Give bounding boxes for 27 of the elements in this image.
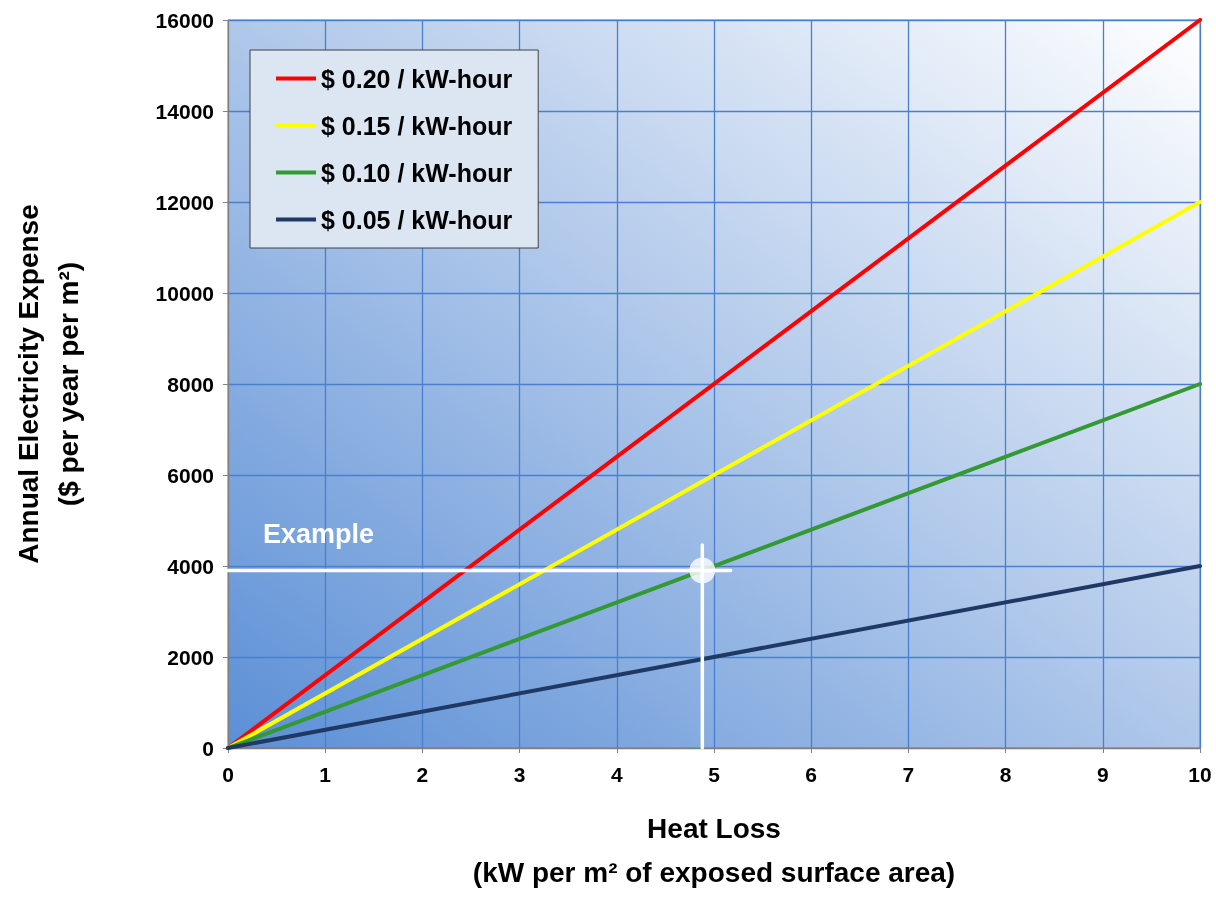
y-tick-label: 4000 — [167, 554, 214, 578]
y-tick-label: 0 — [202, 736, 214, 760]
y-tick-label: 16000 — [155, 8, 214, 32]
x-tick-label: 3 — [513, 763, 526, 786]
x-tick-label: 1 — [319, 763, 332, 786]
y-tick-label: 10000 — [155, 281, 214, 305]
x-tick-label: 9 — [1096, 763, 1109, 786]
x-axis-title: Heat Loss (kW per m² of exposed surface area) — [472, 812, 956, 888]
legend-label: $ 0.20 / kW-hour — [321, 64, 513, 93]
x-tick-label: 2 — [416, 763, 429, 786]
legend-label: $ 0.15 / kW-hour — [321, 111, 513, 140]
x-tick-label: 4 — [610, 763, 623, 786]
legend-label: $ 0.05 / kW-hour — [321, 205, 513, 234]
x-tick-label: 8 — [999, 763, 1012, 786]
y-tick-label: 12000 — [155, 190, 214, 214]
x-tick-label: 10 — [1188, 763, 1212, 786]
legend-label: $ 0.10 / kW-hour — [321, 158, 513, 187]
y-tick-label: 8000 — [167, 372, 214, 396]
y-tick-label: 14000 — [155, 99, 214, 123]
annotation: Example — [263, 518, 375, 549]
y-tick-label: 2000 — [167, 645, 214, 669]
x-tick-label: 0 — [222, 763, 234, 786]
y-tick-label: 6000 — [167, 463, 214, 487]
x-tick-label: 5 — [708, 763, 721, 786]
x-tick-label: 6 — [805, 763, 818, 786]
y-axis-title: Annual Electricity Expense ($ per year per m²) — [12, 204, 84, 564]
x-tick-label: 7 — [902, 763, 915, 786]
